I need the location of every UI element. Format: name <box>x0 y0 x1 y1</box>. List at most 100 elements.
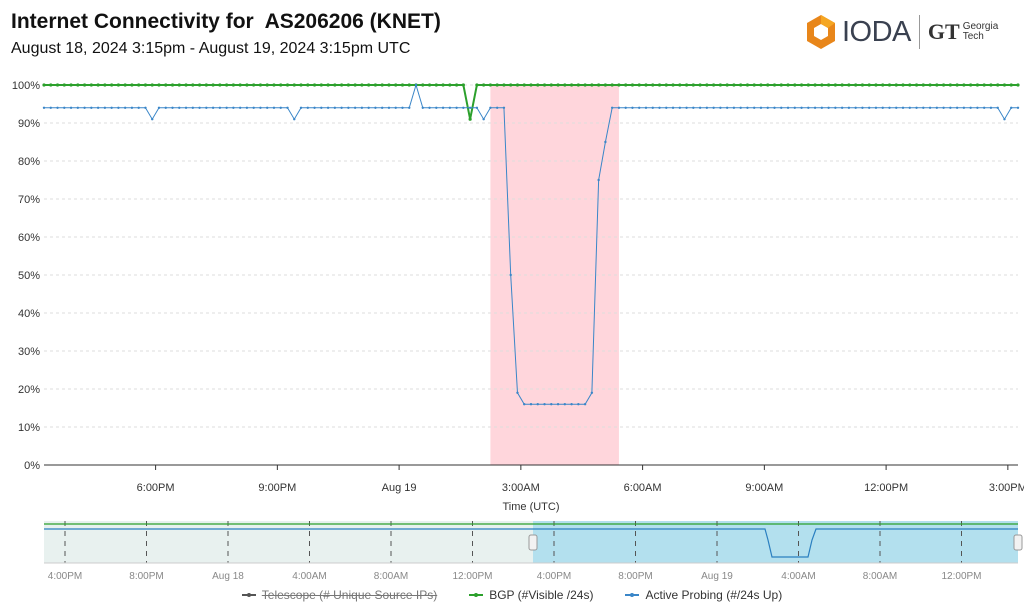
data-point <box>962 106 966 110</box>
data-point <box>110 106 113 110</box>
data-point <box>989 83 993 87</box>
data-point <box>252 83 256 87</box>
ioda-logo-text: IODA <box>842 15 911 48</box>
data-point <box>820 106 824 110</box>
data-point <box>881 106 884 110</box>
data-point <box>583 83 587 87</box>
data-point <box>130 106 134 110</box>
data-point <box>928 83 932 87</box>
data-point <box>130 83 134 87</box>
data-point <box>725 83 729 87</box>
data-point <box>569 83 574 87</box>
data-point <box>434 83 438 87</box>
data-point <box>975 83 980 87</box>
x-tick-label: 6:00AM <box>624 482 662 494</box>
data-point <box>529 403 533 406</box>
data-point <box>745 83 750 87</box>
data-point <box>665 106 668 110</box>
data-point <box>367 106 370 110</box>
data-point <box>211 83 215 87</box>
data-point <box>908 83 912 87</box>
data-point <box>807 106 810 110</box>
data-point <box>996 106 999 110</box>
navigator-tick-label: Aug 18 <box>212 571 244 582</box>
data-point <box>144 106 147 110</box>
data-point <box>482 83 486 87</box>
data-point <box>759 106 763 110</box>
data-point <box>252 106 255 110</box>
data-point <box>712 106 715 110</box>
data-point <box>225 106 228 110</box>
data-point <box>556 403 560 406</box>
y-tick-label: 60% <box>18 232 40 244</box>
data-point <box>509 83 513 87</box>
data-point <box>779 83 783 87</box>
data-point <box>299 83 303 87</box>
data-point <box>922 106 925 110</box>
data-point <box>49 106 52 110</box>
data-point <box>56 106 59 110</box>
data-point <box>834 106 837 110</box>
data-point <box>867 83 871 87</box>
data-point <box>529 83 533 87</box>
y-tick-label: 100% <box>12 80 40 92</box>
legend-item-bgp[interactable]: BGP (#Visible /24s) <box>469 588 593 602</box>
data-point <box>671 83 675 87</box>
data-point <box>151 118 154 121</box>
data-point <box>143 83 148 87</box>
data-point <box>353 106 357 110</box>
data-point <box>218 106 222 110</box>
data-point <box>522 83 526 87</box>
data-point <box>610 83 614 87</box>
data-point <box>1010 106 1013 110</box>
data-point <box>590 391 594 394</box>
data-point <box>753 106 756 110</box>
data-point <box>840 83 844 87</box>
data-point <box>198 106 201 110</box>
data-point <box>428 106 431 110</box>
data-point <box>955 83 959 87</box>
data-point <box>719 106 722 110</box>
data-point <box>49 83 53 87</box>
y-tick-label: 0% <box>24 460 40 472</box>
data-point <box>671 106 675 110</box>
data-point <box>969 83 973 87</box>
data-point <box>380 83 384 87</box>
navigator-handle[interactable] <box>1013 534 1023 551</box>
navigator-handle[interactable] <box>528 534 538 551</box>
data-point <box>319 83 323 87</box>
data-point <box>191 83 195 87</box>
data-point <box>928 106 932 110</box>
data-point <box>799 83 804 87</box>
data-point <box>89 83 93 87</box>
data-point <box>861 106 864 110</box>
legend-item-active-probing[interactable]: Active Probing (#/24s Up) <box>625 588 782 602</box>
data-point <box>874 83 878 87</box>
data-point <box>320 106 323 110</box>
data-point <box>914 83 919 87</box>
data-point <box>644 83 648 87</box>
data-point <box>42 83 46 87</box>
data-point <box>813 83 817 87</box>
data-point <box>847 83 851 87</box>
data-point <box>502 83 506 87</box>
data-point <box>347 106 350 110</box>
data-point <box>705 83 709 87</box>
data-point <box>658 106 661 110</box>
data-point <box>597 178 600 182</box>
data-point <box>333 106 337 110</box>
legend-item-telescope[interactable]: Telescope (# Unique Source IPs) <box>241 588 437 602</box>
data-point <box>732 83 736 87</box>
data-point <box>617 83 621 87</box>
data-point <box>860 83 865 87</box>
data-point <box>827 106 830 110</box>
data-point <box>238 106 242 110</box>
navigator-probing-line <box>44 528 1018 558</box>
data-point <box>624 106 627 110</box>
navigator-tick-label: 8:00AM <box>863 571 897 582</box>
data-point <box>921 83 925 87</box>
data-point <box>333 83 337 87</box>
data-point <box>380 106 384 110</box>
data-point <box>475 83 479 87</box>
data-point <box>367 83 371 87</box>
